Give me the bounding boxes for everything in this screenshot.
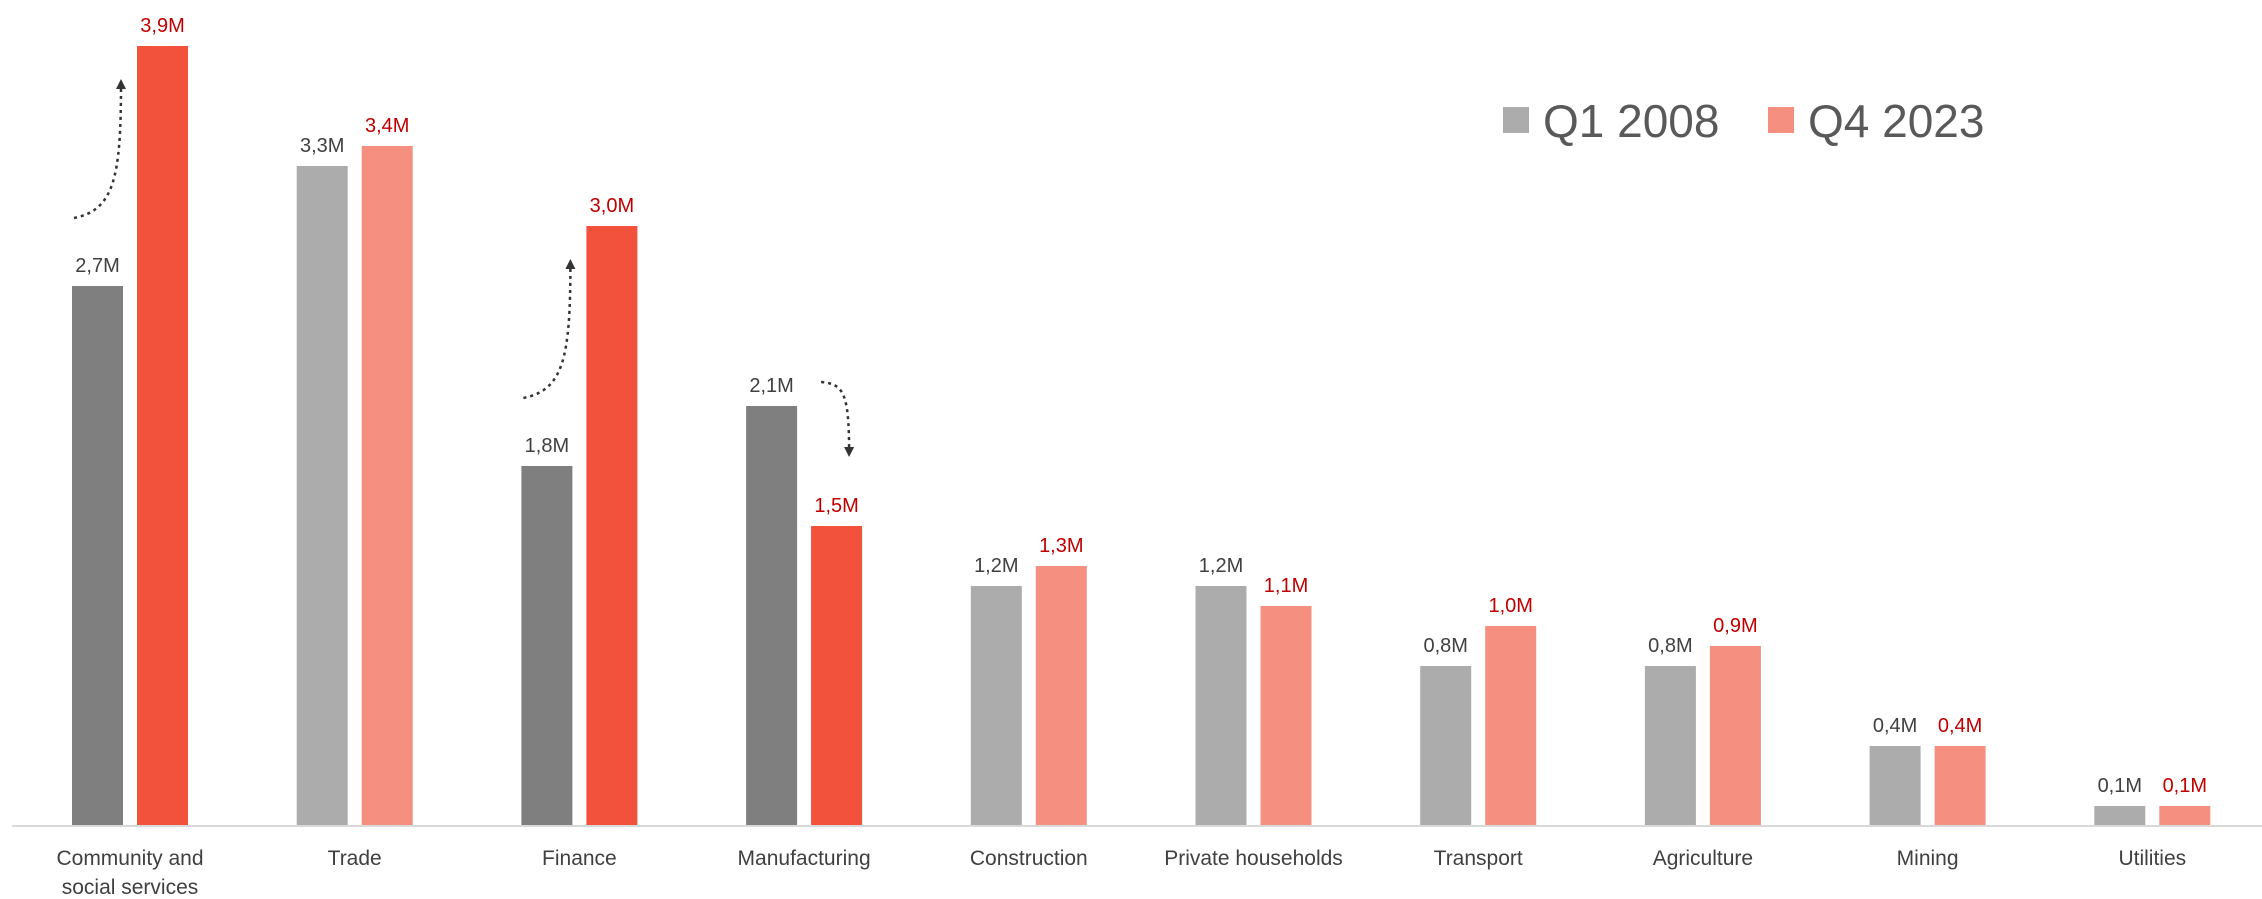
x-tick-label-1: Trade bbox=[328, 847, 382, 870]
data-label-q1-2008-2: 1,8M bbox=[525, 435, 569, 457]
legend-label-q4-2023: Q4 2023 bbox=[1808, 95, 1984, 147]
trend-arrow-up-0 bbox=[73, 79, 126, 220]
bars-layer bbox=[72, 46, 2211, 826]
bar-q4-2023-2 bbox=[586, 226, 638, 826]
x-tick-label-9: Utilities bbox=[2118, 847, 2186, 870]
x-tick-labels: Community and social services Trade Finance… bbox=[56, 847, 2186, 899]
data-label-q1-2008-7: 0,8M bbox=[1648, 635, 1692, 657]
data-label-q1-2008-3: 2,1M bbox=[749, 375, 793, 397]
bar-q4-2023-1 bbox=[361, 146, 413, 826]
data-label-q1-2008-1: 3,3M bbox=[300, 135, 344, 157]
x-tick-label-5: Private households bbox=[1164, 847, 1343, 870]
bar-q1-2008-6 bbox=[1420, 666, 1472, 826]
x-tick-label-8: Mining bbox=[1897, 847, 1959, 870]
x-tick-label-7: Agriculture bbox=[1653, 847, 1753, 870]
bar-q1-2008-7 bbox=[1644, 666, 1696, 826]
data-label-q4-2023-3: 1,5M bbox=[814, 495, 858, 517]
bar-q1-2008-1 bbox=[296, 166, 348, 826]
data-label-q1-2008-9: 0,1M bbox=[2098, 775, 2142, 797]
bar-q1-2008-2 bbox=[521, 466, 573, 826]
data-label-q4-2023-2: 3,0M bbox=[590, 195, 634, 217]
legend-swatch-q1-2008 bbox=[1503, 107, 1529, 133]
labels-layer: 2,7M 3,9M 3,3M 3,4M 1,8M 3,0M 2,1M 1,5M 1,2M 1,3M… bbox=[75, 15, 2207, 797]
x-tick-label-6: Transport bbox=[1434, 847, 1523, 870]
bar-q4-2023-6 bbox=[1485, 626, 1537, 826]
bar-q4-2023-3 bbox=[811, 526, 863, 826]
bar-q1-2008-9 bbox=[2094, 806, 2146, 826]
bar-q4-2023-0 bbox=[137, 46, 188, 826]
x-tick-label-3: Manufacturing bbox=[738, 847, 871, 870]
data-label-q4-2023-4: 1,3M bbox=[1039, 535, 1083, 557]
data-label-q1-2008-0: 2,7M bbox=[75, 255, 119, 277]
x-tick-label-0: Community and social services bbox=[56, 847, 203, 899]
legend-label-q1-2008: Q1 2008 bbox=[1543, 95, 1719, 147]
data-label-q1-2008-8: 0,4M bbox=[1873, 715, 1917, 737]
data-label-q4-2023-7: 0,9M bbox=[1713, 615, 1757, 637]
data-label-q4-2023-6: 1,0M bbox=[1488, 595, 1532, 617]
data-label-q1-2008-6: 0,8M bbox=[1423, 635, 1467, 657]
trend-arrows bbox=[73, 79, 855, 457]
bar-q1-2008-5 bbox=[1195, 586, 1247, 826]
bar-q4-2023-5 bbox=[1260, 606, 1312, 826]
data-label-q4-2023-1: 3,4M bbox=[365, 115, 409, 137]
bar-q4-2023-8 bbox=[1934, 746, 1986, 826]
bar-q4-2023-9 bbox=[2159, 806, 2211, 826]
data-label-q4-2023-8: 0,4M bbox=[1938, 715, 1982, 737]
data-label-q1-2008-5: 1,2M bbox=[1199, 555, 1243, 577]
data-label-q4-2023-0: 3,9M bbox=[140, 15, 184, 37]
legend: Q1 2008 Q4 2023 bbox=[1503, 95, 1984, 147]
x-tick-label-2: Finance bbox=[542, 847, 617, 870]
legend-swatch-q4-2023 bbox=[1768, 107, 1794, 133]
data-label-q4-2023-5: 1,1M bbox=[1264, 575, 1308, 597]
bar-q1-2008-0 bbox=[72, 286, 123, 826]
bar-q4-2023-4 bbox=[1035, 566, 1087, 826]
bar-q1-2008-4 bbox=[970, 586, 1022, 826]
data-label-q4-2023-9: 0,1M bbox=[2163, 775, 2207, 797]
bar-q4-2023-7 bbox=[1709, 646, 1761, 826]
bar-q1-2008-8 bbox=[1869, 746, 1921, 826]
data-label-q1-2008-4: 1,2M bbox=[974, 555, 1018, 577]
x-tick-label-4: Construction bbox=[970, 847, 1088, 870]
trend-arrow-down-3 bbox=[820, 380, 855, 457]
trend-arrow-up-2 bbox=[523, 259, 576, 400]
bar-q1-2008-3 bbox=[746, 406, 798, 826]
